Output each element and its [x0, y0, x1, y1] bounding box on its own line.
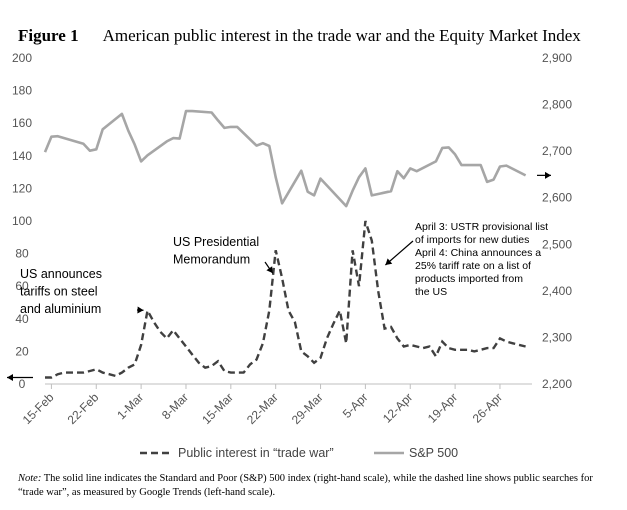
- left-axis-ticks: 0 20 40 60 80 100 120 140 160 180 200: [12, 51, 32, 391]
- sp500-series-line: [43, 109, 527, 208]
- legend-interest-label: Public interest in “trade war”: [178, 446, 334, 460]
- legend: Public interest in “trade war” S&P 500: [140, 446, 458, 460]
- annotations: US announces tariffs on steel and aluminiu…: [7, 171, 551, 381]
- x-axis-ticks: 15-Feb 22-Feb 1-Mar 8-Mar 15-Mar 22-Mar 29-Mar…: [20, 384, 505, 427]
- left-tick-label: 20: [15, 344, 29, 358]
- x-tick-label: 22-Mar: [244, 390, 281, 427]
- annotation-april-events: April 3: USTR provisional list: [415, 221, 548, 233]
- x-tick-label: 19-Apr: [425, 390, 460, 425]
- x-tick-label: 5-Apr: [340, 390, 371, 421]
- annotation-april-events: products imported from: [415, 273, 523, 285]
- left-tick-label: 200: [12, 51, 32, 65]
- annotation-april-arrow-shaft: [385, 240, 414, 266]
- left-tick-label: 140: [12, 149, 32, 163]
- right-axis-ticks: 2,200 2,300 2,400 2,500 2,600 2,700 2,800 2,900: [542, 51, 572, 391]
- interest-series-line: [45, 220, 526, 379]
- annotation-steel-aluminium: tariffs on steel: [20, 285, 98, 299]
- x-tick-label: 15-Feb: [20, 390, 57, 427]
- right-tick-label: 2,900: [542, 51, 572, 65]
- annotation-april-arrow-head: [385, 258, 393, 266]
- left-tick-label: 160: [12, 116, 32, 130]
- legend-sp500-label: S&P 500: [409, 446, 458, 460]
- right-tick-label: 2,400: [542, 284, 572, 298]
- annotation-april-events: of imports for new duties: [415, 234, 529, 246]
- note-text: The solid line indicates the Standard an…: [18, 473, 593, 498]
- annotation-steel-arrow-head: [137, 306, 144, 314]
- left-tick-label: 120: [12, 181, 32, 195]
- left-tick-label: 80: [15, 247, 29, 261]
- x-tick-label: 1-Mar: [114, 390, 146, 422]
- x-tick-label: 12-Apr: [380, 390, 415, 425]
- right-tick-label: 2,600: [542, 191, 572, 205]
- figure-title: American public interest in the trade wa…: [102, 26, 581, 45]
- left-tick-label: 60: [15, 279, 29, 293]
- left-tick-label: 0: [19, 377, 26, 391]
- right-tick-label: 2,700: [542, 144, 572, 158]
- annotation-memorandum-arrow-head: [266, 266, 273, 274]
- annotation-april-events: 25% tariff rate on a list of: [415, 260, 531, 272]
- note-label: Note:: [18, 473, 42, 484]
- annotation-presidential-memorandum: US Presidential: [173, 235, 259, 249]
- figure-label: Figure 1: [18, 26, 79, 45]
- figure-title-line: Figure 1 American public interest in the …: [18, 26, 581, 46]
- left-tick-label: 100: [12, 214, 32, 228]
- annotation-steel-aluminium: and aluminium: [20, 302, 101, 316]
- x-tick-label: 15-Mar: [199, 390, 236, 427]
- x-tick-label: 8-Mar: [159, 390, 191, 422]
- annotation-steel-aluminium: US announces: [20, 267, 102, 281]
- right-tick-label: 2,200: [542, 377, 572, 391]
- left-tick-label: 40: [15, 312, 29, 326]
- annotation-april-events: April 4: China announces a: [415, 247, 541, 259]
- annotation-april-events: the US: [415, 286, 447, 298]
- x-tick-label: 22-Feb: [65, 390, 102, 427]
- x-tick-label: 29-Mar: [289, 390, 326, 427]
- figure-note: Note: The solid line indicates the Stand…: [18, 472, 608, 500]
- interest-axis-arrow-head: [7, 373, 13, 381]
- sp500-axis-arrow-head: [545, 171, 551, 179]
- left-tick-label: 180: [12, 84, 32, 98]
- x-tick-label: 26-Apr: [470, 390, 505, 425]
- right-tick-label: 2,500: [542, 237, 572, 251]
- annotation-presidential-memorandum: Memorandum: [173, 253, 250, 267]
- right-tick-label: 2,800: [542, 98, 572, 112]
- right-tick-label: 2,300: [542, 330, 572, 344]
